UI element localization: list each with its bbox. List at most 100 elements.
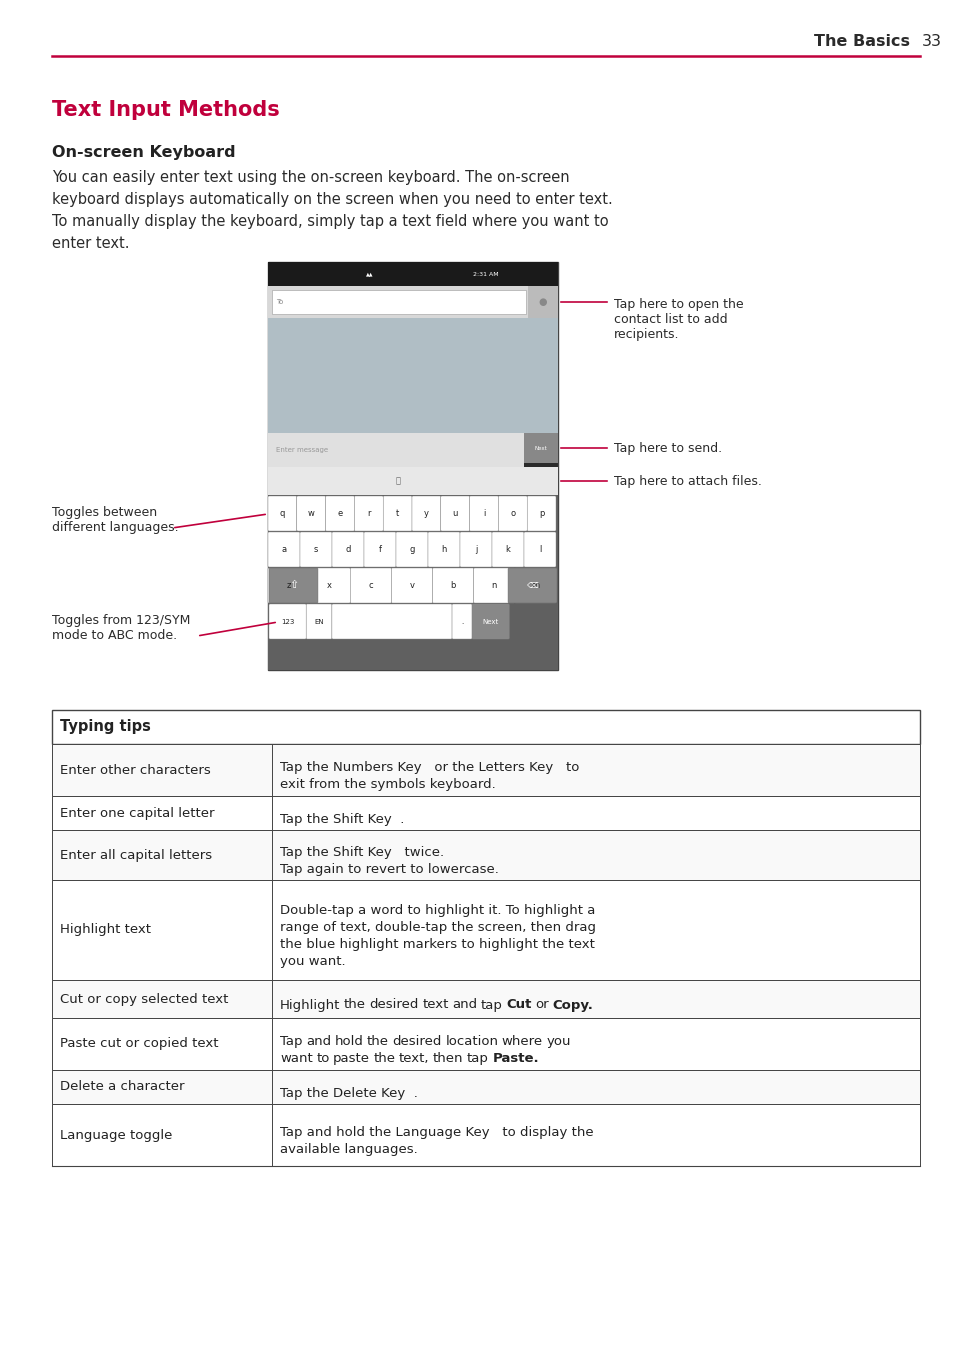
Text: m: m [531,580,539,590]
FancyBboxPatch shape [459,532,492,567]
Text: and: and [306,1034,331,1048]
Text: To manually display the keyboard, simply tap a text field where you want to: To manually display the keyboard, simply… [52,214,608,229]
Text: Paste cut or copied text: Paste cut or copied text [60,1037,218,1051]
FancyBboxPatch shape [472,604,509,639]
Text: Language toggle: Language toggle [60,1129,172,1142]
Text: want: want [280,1052,313,1065]
Text: range of text, double-tap the screen, then drag: range of text, double-tap the screen, th… [280,921,596,934]
Text: 📎: 📎 [395,476,400,486]
Text: enter text.: enter text. [52,236,130,251]
Text: the: the [343,999,366,1011]
Text: Enter all capital letters: Enter all capital letters [60,848,212,862]
FancyBboxPatch shape [492,532,523,567]
FancyBboxPatch shape [354,497,383,531]
Text: o: o [510,509,515,519]
Text: Tap the Shift Key  .: Tap the Shift Key . [280,812,404,826]
FancyBboxPatch shape [395,532,428,567]
Text: p: p [538,509,544,519]
Text: Next: Next [534,446,547,450]
Bar [52,980,919,1018]
Text: tap: tap [467,1052,489,1065]
Text: k: k [505,545,510,554]
Text: ●: ● [538,296,547,307]
Text: Next: Next [482,619,498,624]
FancyBboxPatch shape [432,568,474,604]
FancyBboxPatch shape [268,568,309,604]
Text: text: text [422,999,448,1011]
Text: r: r [367,509,370,519]
Bar [527,285,558,318]
FancyBboxPatch shape [296,497,325,531]
Text: Enter message: Enter message [275,447,328,453]
FancyBboxPatch shape [299,532,332,567]
Text: Paste.: Paste. [492,1052,538,1065]
Text: Cut or copy selected text: Cut or copy selected text [60,992,228,1006]
Text: Tap again to revert to lowercase.: Tap again to revert to lowercase. [280,863,498,875]
Bar [268,318,558,434]
Bar [272,289,525,314]
Text: t: t [395,509,398,519]
Text: exit from the symbols keyboard.: exit from the symbols keyboard. [280,778,496,792]
Text: ▲▲: ▲▲ [365,272,373,277]
Text: Toggles between
different languages.: Toggles between different languages. [52,506,178,534]
Text: to: to [315,1052,330,1065]
Bar [268,262,558,670]
Text: desired: desired [369,999,418,1011]
Text: Tap here to open the
contact list to add
recipients.: Tap here to open the contact list to add… [614,298,742,342]
Text: Text Input Methods: Text Input Methods [52,100,279,119]
FancyBboxPatch shape [474,568,515,604]
Bar [52,1070,919,1104]
Bar [52,796,919,830]
Text: j: j [475,545,476,554]
Text: keyboard displays automatically on the screen when you need to enter text.: keyboard displays automatically on the s… [52,192,612,207]
Text: Double-tap a word to highlight it. To highlight a: Double-tap a word to highlight it. To hi… [280,904,595,916]
Text: y: y [423,509,429,519]
Text: the: the [374,1052,395,1065]
FancyBboxPatch shape [325,497,354,531]
Text: q: q [279,509,285,519]
Text: d: d [345,545,351,554]
FancyBboxPatch shape [412,497,440,531]
Text: Tap the Delete Key  .: Tap the Delete Key . [280,1087,417,1099]
Bar [52,830,919,879]
FancyBboxPatch shape [515,568,556,604]
Text: h: h [441,545,446,554]
Text: you want.: you want. [280,955,345,969]
Text: where: where [501,1034,542,1048]
Text: Tap the Numbers Key   or the Letters Key   to: Tap the Numbers Key or the Letters Key t… [280,761,578,774]
Text: b: b [450,580,456,590]
Text: You can easily enter text using the on-screen keyboard. The on-screen: You can easily enter text using the on-s… [52,170,569,185]
Text: g: g [409,545,415,554]
FancyBboxPatch shape [364,532,395,567]
Text: l: l [538,545,540,554]
Text: Tap and hold the Language Key   to display the: Tap and hold the Language Key to display… [280,1126,593,1139]
Text: u: u [452,509,457,519]
FancyBboxPatch shape [306,604,332,639]
Bar [52,709,919,744]
Text: location: location [445,1034,497,1048]
Text: EN: EN [314,619,323,624]
Bar [52,744,919,796]
Text: s: s [314,545,318,554]
Text: you: you [546,1034,571,1048]
FancyBboxPatch shape [523,532,556,567]
Text: z: z [286,580,291,590]
FancyBboxPatch shape [391,568,432,604]
FancyBboxPatch shape [269,604,306,639]
Bar [523,434,558,462]
Text: Tap: Tap [280,1034,302,1048]
Text: a: a [281,545,286,554]
Text: Enter other characters: Enter other characters [60,763,211,777]
Text: Tap the Shift Key   twice.: Tap the Shift Key twice. [280,847,444,859]
Text: Highlight: Highlight [280,999,340,1011]
Text: Highlight text: Highlight text [60,923,151,937]
Bar [268,466,558,495]
FancyBboxPatch shape [508,568,557,604]
FancyBboxPatch shape [440,497,469,531]
Text: Cut: Cut [506,999,531,1011]
Text: c: c [368,580,373,590]
FancyBboxPatch shape [469,497,497,531]
Text: v: v [409,580,414,590]
Text: the: the [367,1034,389,1048]
Text: desired: desired [392,1034,441,1048]
